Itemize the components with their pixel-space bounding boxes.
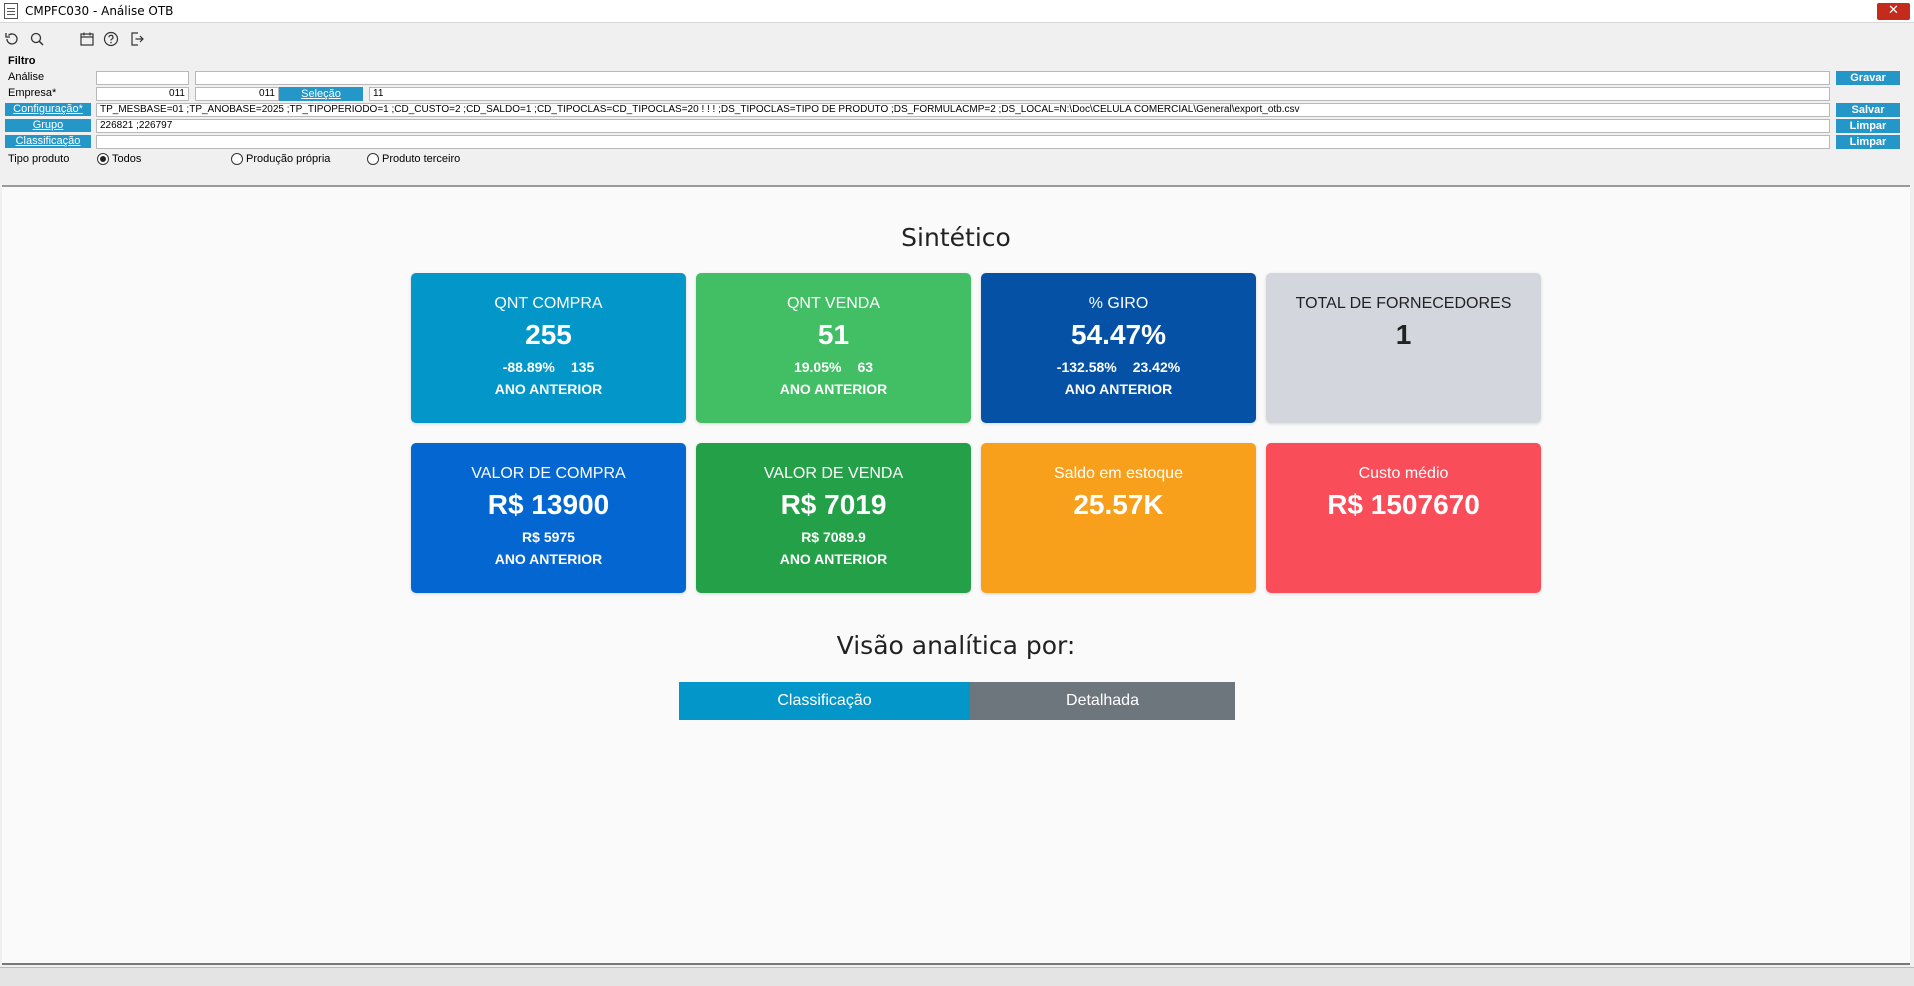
salvar-button[interactable]: Salvar bbox=[1836, 103, 1900, 117]
card-previous-value: 23.42% bbox=[1132, 359, 1181, 375]
radio-unchecked-icon[interactable] bbox=[231, 153, 243, 165]
grupo-button[interactable]: Grupo bbox=[5, 119, 91, 132]
refresh-icon[interactable] bbox=[3, 30, 21, 48]
card-footer: ANO ANTERIOR bbox=[494, 381, 603, 397]
sintetico-heading: Sintético bbox=[901, 223, 1011, 252]
exit-icon[interactable] bbox=[128, 30, 146, 48]
card-previous-value: 135 bbox=[570, 359, 595, 375]
card-variation: -88.89% bbox=[502, 359, 555, 375]
card-qnt-venda: QNT VENDA 51 19.05% 63 ANO ANTERIOR bbox=[696, 273, 971, 423]
card-value: 51 bbox=[817, 319, 850, 350]
card-sub: 19.05% 63 bbox=[696, 359, 971, 375]
tab-classificacao[interactable]: Classificação bbox=[679, 682, 970, 720]
card-title: VALOR DE COMPRA bbox=[471, 465, 626, 482]
card-title: TOTAL DE FORNECEDORES bbox=[1295, 295, 1512, 312]
search-icon[interactable] bbox=[28, 30, 46, 48]
filter-title: Filtro bbox=[8, 55, 36, 67]
selecao-button[interactable]: Seleção bbox=[279, 87, 363, 101]
card-footer: ANO ANTERIOR bbox=[494, 551, 603, 567]
radio-producao-propria[interactable]: Produção própria bbox=[231, 153, 330, 165]
card-previous-value: R$ 7089.9 bbox=[801, 529, 866, 545]
card-variation: 19.05% bbox=[793, 359, 842, 375]
calendar-icon[interactable] bbox=[78, 30, 96, 48]
empresa-label: Empresa* bbox=[8, 87, 57, 99]
window-title: CMPFC030 - Análise OTB bbox=[25, 4, 174, 18]
card-giro: % GIRO 54.47% -132.58% 23.42% ANO ANTERIO… bbox=[981, 273, 1256, 423]
tipo-produto-label: Tipo produto bbox=[8, 153, 70, 165]
status-bar bbox=[0, 967, 1914, 986]
card-value: 25.57K bbox=[1073, 489, 1164, 520]
card-sub: -88.89% 135 bbox=[411, 359, 686, 375]
card-valor-venda: VALOR DE VENDA R$ 7019 R$ 7089.9 ANO ANT… bbox=[696, 443, 971, 593]
card-valor-compra: VALOR DE COMPRA R$ 13900 R$ 5975 ANO ANT… bbox=[411, 443, 686, 593]
card-value: 1 bbox=[1395, 319, 1412, 350]
limpar-classificacao-button[interactable]: Limpar bbox=[1836, 135, 1900, 149]
radio-todos[interactable]: Todos bbox=[97, 153, 141, 165]
card-title: VALOR DE VENDA bbox=[763, 465, 904, 482]
card-title: % GIRO bbox=[1088, 295, 1149, 312]
analise-description-field[interactable] bbox=[195, 71, 1830, 85]
grupo-field[interactable]: 226821 ;226797 bbox=[96, 119, 1830, 133]
card-previous-value: 63 bbox=[857, 359, 874, 375]
card-title: Saldo em estoque bbox=[1054, 465, 1183, 482]
card-footer: ANO ANTERIOR bbox=[1064, 381, 1173, 397]
tab-detalhada[interactable]: Detalhada bbox=[970, 682, 1235, 720]
card-total-fornecedores: TOTAL DE FORNECEDORES 1 bbox=[1266, 273, 1541, 423]
close-button[interactable]: ✕ bbox=[1877, 3, 1910, 20]
dashboard-panel: Sintético QNT COMPRA 255 -88.89% 135 ANO … bbox=[2, 185, 1910, 965]
card-sub: -132.58% 23.42% bbox=[981, 359, 1256, 375]
visao-analitica-heading: Visão analítica por: bbox=[836, 631, 1076, 660]
card-title: QNT VENDA bbox=[786, 295, 881, 312]
card-variation: -132.58% bbox=[1056, 359, 1117, 375]
toolbar bbox=[0, 30, 1914, 52]
card-value: R$ 1507670 bbox=[1327, 489, 1480, 520]
card-previous-value: R$ 5975 bbox=[522, 529, 575, 545]
radio-produto-terceiro[interactable]: Produto terceiro bbox=[367, 153, 460, 165]
radio-checked-icon[interactable] bbox=[97, 153, 109, 165]
document-icon bbox=[4, 3, 18, 19]
card-title: QNT COMPRA bbox=[494, 295, 603, 312]
card-title: Custo médio bbox=[1358, 465, 1449, 482]
radio-producao-propria-label: Produção própria bbox=[246, 153, 331, 165]
empresa-from-field[interactable]: 011 bbox=[96, 87, 189, 101]
classificacao-field[interactable] bbox=[96, 135, 1830, 149]
radio-todos-label: Todos bbox=[112, 153, 142, 165]
card-custo-medio: Custo médio R$ 1507670 bbox=[1266, 443, 1541, 593]
selecao-field[interactable]: 11 bbox=[369, 87, 1830, 101]
gravar-button[interactable]: Gravar bbox=[1836, 71, 1900, 85]
radio-produto-terceiro-label: Produto terceiro bbox=[382, 153, 461, 165]
card-qnt-compra: QNT COMPRA 255 -88.89% 135 ANO ANTERIOR bbox=[411, 273, 686, 423]
card-value: 255 bbox=[525, 319, 572, 350]
card-footer: ANO ANTERIOR bbox=[779, 381, 888, 397]
analise-label: Análise bbox=[8, 71, 45, 83]
radio-unchecked-icon[interactable] bbox=[367, 153, 379, 165]
limpar-grupo-button[interactable]: Limpar bbox=[1836, 119, 1900, 133]
card-value: 54.47% bbox=[1071, 319, 1166, 350]
help-icon[interactable] bbox=[102, 30, 120, 48]
configuracao-field[interactable]: TP_MESBASE=01 ;TP_ANOBASE=2025 ;TP_TIPOP… bbox=[96, 103, 1830, 117]
classificacao-button[interactable]: Classificação bbox=[5, 135, 91, 148]
title-bar: CMPFC030 - Análise OTB ✕ bbox=[0, 0, 1914, 23]
analise-code-field[interactable] bbox=[96, 71, 189, 85]
card-value: R$ 7019 bbox=[780, 489, 887, 520]
configuracao-button[interactable]: Configuração* bbox=[5, 103, 91, 116]
card-footer: ANO ANTERIOR bbox=[779, 551, 888, 567]
card-saldo-estoque: Saldo em estoque 25.57K bbox=[981, 443, 1256, 593]
empresa-to-field[interactable]: 011 bbox=[195, 87, 279, 101]
card-value: R$ 13900 bbox=[487, 489, 610, 520]
